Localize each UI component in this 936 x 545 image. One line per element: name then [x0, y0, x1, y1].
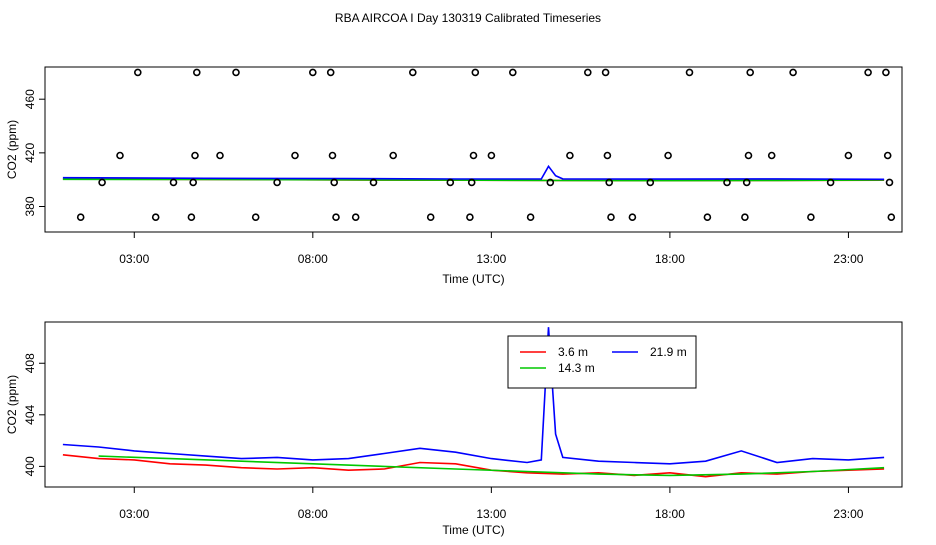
data-point: [328, 151, 337, 160]
data-point: [664, 151, 672, 160]
legend-box: [507, 335, 697, 389]
y-axis-label: CO2 (ppm): [5, 375, 19, 434]
data-point: [169, 178, 178, 187]
data-point: [887, 213, 896, 221]
data-point: [844, 151, 853, 160]
data-point: [508, 68, 517, 77]
y-tick-label: 408: [23, 353, 37, 373]
data-point: [807, 213, 815, 221]
data-point: [882, 68, 890, 77]
y-tick-label: 460: [23, 89, 37, 109]
legend-label: 14.3 m: [558, 361, 595, 375]
data-point: [389, 151, 398, 160]
series-line-3-6-m: [62, 454, 885, 478]
data-point: [308, 68, 317, 77]
y-tick-label: 404: [23, 404, 37, 424]
series-line-21-9-m: [62, 164, 885, 181]
data-point: [605, 178, 614, 187]
data-point: [291, 151, 299, 160]
x-tick-label: 03:00: [119, 507, 149, 521]
data-point: [332, 213, 340, 221]
y-tick-label: 380: [23, 196, 37, 216]
data-point: [251, 213, 260, 221]
data-point: [134, 68, 142, 77]
legend-label: 21.9 m: [650, 345, 687, 359]
x-tick-label: 08:00: [298, 507, 328, 521]
data-point: [685, 68, 694, 77]
data-point: [883, 151, 892, 160]
data-point: [601, 68, 610, 77]
data-point: [232, 68, 240, 77]
legend: 3.6 m 21.9 m 14.3 m: [507, 335, 697, 389]
x-axis-label: Time (UTC): [442, 272, 504, 286]
data-point: [767, 151, 776, 160]
data-point: [467, 178, 476, 187]
series-line-14-3-m: [98, 455, 885, 477]
x-tick-label: 18:00: [655, 252, 685, 266]
plot-frame: [44, 321, 903, 488]
data-point: [742, 178, 751, 187]
data-point: [583, 68, 592, 77]
data-point: [369, 178, 378, 187]
data-point: [864, 68, 872, 77]
x-tick-label: 18:00: [655, 507, 685, 521]
chart-panels: 03:00 08:00 13:00 18:00 23:00 380 420 460 Time (…: [5, 66, 903, 537]
legend-label: 3.6 m: [558, 345, 588, 359]
data-point: [826, 178, 835, 187]
x-axis-label: Time (UTC): [442, 523, 504, 537]
chart-panel-1: 03:00 08:00 13:00 18:00 23:00 380 420 460 Time (…: [5, 66, 903, 286]
data-point: [566, 151, 574, 160]
data-point: [330, 178, 339, 187]
data-point: [216, 151, 224, 160]
data-point: [351, 213, 360, 221]
data-point: [189, 178, 197, 187]
data-point: [446, 178, 455, 187]
data-point: [116, 151, 124, 160]
x-tick-label: 03:00: [119, 252, 149, 266]
data-point: [646, 178, 655, 187]
data-point: [471, 68, 480, 77]
y-tick-label: 400: [23, 456, 37, 476]
y-tick-label: 420: [23, 143, 37, 163]
y-axis-label: CO2 (ppm): [5, 120, 19, 179]
data-point: [466, 213, 474, 221]
data-point: [326, 68, 335, 77]
x-tick-label: 23:00: [833, 252, 863, 266]
data-point: [98, 178, 106, 187]
data-point: [741, 213, 749, 221]
chart-title: RBA AIRCOA I Day 130319 Calibrated Times…: [335, 11, 601, 25]
x-tick-label: 13:00: [476, 507, 506, 521]
data-point: [603, 151, 612, 160]
data-point: [193, 68, 201, 77]
chart-panel-2: 03:00 08:00 13:00 18:00 23:00 400 404 408 Time (…: [5, 321, 903, 537]
data-point: [789, 68, 797, 77]
x-tick-label: 13:00: [476, 252, 506, 266]
data-point: [607, 213, 615, 221]
data-point: [526, 213, 535, 221]
x-tick-label: 08:00: [298, 252, 328, 266]
data-point: [408, 68, 417, 77]
data-point: [744, 151, 753, 160]
data-point: [151, 213, 160, 221]
data-point: [273, 178, 281, 187]
data-point: [885, 178, 894, 187]
data-point: [76, 213, 85, 221]
data-point: [628, 213, 637, 221]
series-line-21-9-m: [62, 327, 885, 465]
x-tick-label: 23:00: [833, 507, 863, 521]
data-point: [487, 151, 496, 160]
data-point: [546, 178, 555, 187]
data-point: [469, 151, 478, 160]
data-point: [703, 213, 712, 221]
plot-frame: [44, 66, 903, 233]
data-point: [723, 178, 731, 187]
data-point: [746, 68, 755, 77]
data-point: [426, 213, 435, 221]
data-point: [187, 213, 196, 221]
series-line-14-3-m: [62, 178, 885, 182]
data-point: [191, 151, 199, 160]
